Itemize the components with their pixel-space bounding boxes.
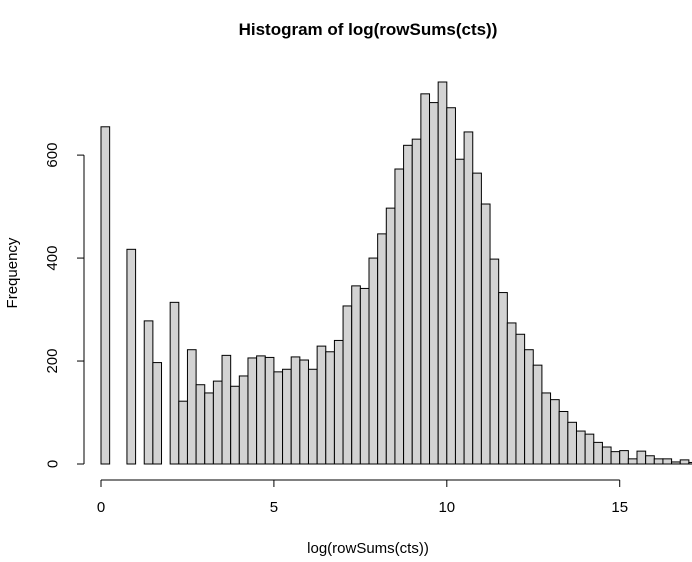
histogram-bar [506, 322, 517, 465]
histogram-bar [653, 458, 664, 465]
histogram-bar [558, 410, 569, 465]
x-axis: 0 5 10 15 [97, 479, 628, 516]
histogram-bar [498, 292, 508, 465]
histogram-bar [143, 320, 154, 465]
histogram-bar [610, 451, 621, 465]
histogram-bar [100, 126, 111, 465]
histogram-bar [636, 450, 647, 465]
histogram-bar [299, 359, 309, 465]
histogram-bar [550, 399, 560, 465]
histogram-bar [662, 458, 673, 465]
histogram-bar [619, 450, 629, 465]
histogram-bar [480, 203, 491, 465]
histogram-bar [411, 138, 422, 465]
x-tick-label: 0 [97, 499, 105, 516]
histogram-bar [524, 349, 534, 465]
histogram-bar [195, 384, 206, 465]
histogram-bar [212, 380, 223, 465]
bars-group [100, 81, 692, 465]
histogram-bar [688, 461, 692, 465]
histogram-bar [325, 351, 335, 465]
y-tick-label: 400 [44, 246, 61, 271]
histogram-bar [593, 441, 603, 465]
y-tick-label: 200 [44, 349, 61, 374]
y-axis-label: Frequency [4, 237, 21, 308]
histogram-bar [221, 354, 232, 465]
y-tick-label: 0 [44, 460, 61, 468]
y-tick-label: 600 [44, 143, 61, 168]
histogram-bar [446, 107, 456, 465]
histogram-bar [333, 339, 344, 465]
histogram-bar [601, 446, 612, 465]
histogram-bar [627, 458, 638, 465]
histogram-bar [679, 459, 690, 465]
histogram-bar [463, 131, 474, 465]
histogram-bar [403, 144, 413, 465]
histogram-bar [359, 287, 370, 465]
histogram-bar [169, 301, 180, 465]
histogram-bar [307, 368, 318, 465]
histogram-bar [394, 168, 405, 465]
histogram-bar [567, 421, 577, 465]
histogram-bar [282, 368, 292, 465]
x-tick-label: 10 [438, 499, 455, 516]
histogram-bar [342, 305, 353, 465]
histogram-bar [541, 392, 552, 465]
chart-title: Histogram of log(rowSums(cts)) [239, 20, 498, 39]
histogram-bar [377, 233, 387, 465]
histogram-bar [247, 357, 258, 465]
histogram-bar [420, 93, 431, 465]
histogram-bar [575, 430, 586, 465]
histogram-bar [204, 392, 214, 465]
histogram-bar [454, 158, 465, 465]
histogram-bar [429, 102, 439, 465]
histogram-bar [385, 207, 396, 465]
histogram-bar [584, 433, 595, 465]
histogram-bar [264, 356, 275, 465]
histogram-bar [489, 258, 500, 465]
histogram-bar [316, 345, 327, 465]
histogram-bar [437, 81, 448, 465]
histogram-bar [238, 375, 249, 465]
histogram-bar [645, 455, 655, 465]
x-tick-label: 15 [611, 499, 628, 516]
x-axis-label: log(rowSums(cts)) [307, 540, 429, 557]
y-axis: 0 200 400 600 [44, 143, 85, 468]
histogram-bar [351, 285, 361, 465]
histogram-bar [368, 257, 379, 465]
x-tick-label: 5 [270, 499, 278, 516]
histogram-bar [178, 400, 188, 465]
histogram-bar [152, 362, 163, 465]
histogram-bar [472, 172, 482, 465]
histogram-bar [273, 371, 284, 465]
histogram-bar [186, 349, 197, 465]
histogram-bar [532, 364, 543, 465]
histogram-bar [256, 355, 266, 465]
histogram-bar [230, 385, 240, 465]
histogram-bar [671, 461, 681, 465]
histogram-bar [515, 333, 526, 465]
histogram-bar [290, 356, 301, 465]
histogram-bar [126, 248, 137, 465]
